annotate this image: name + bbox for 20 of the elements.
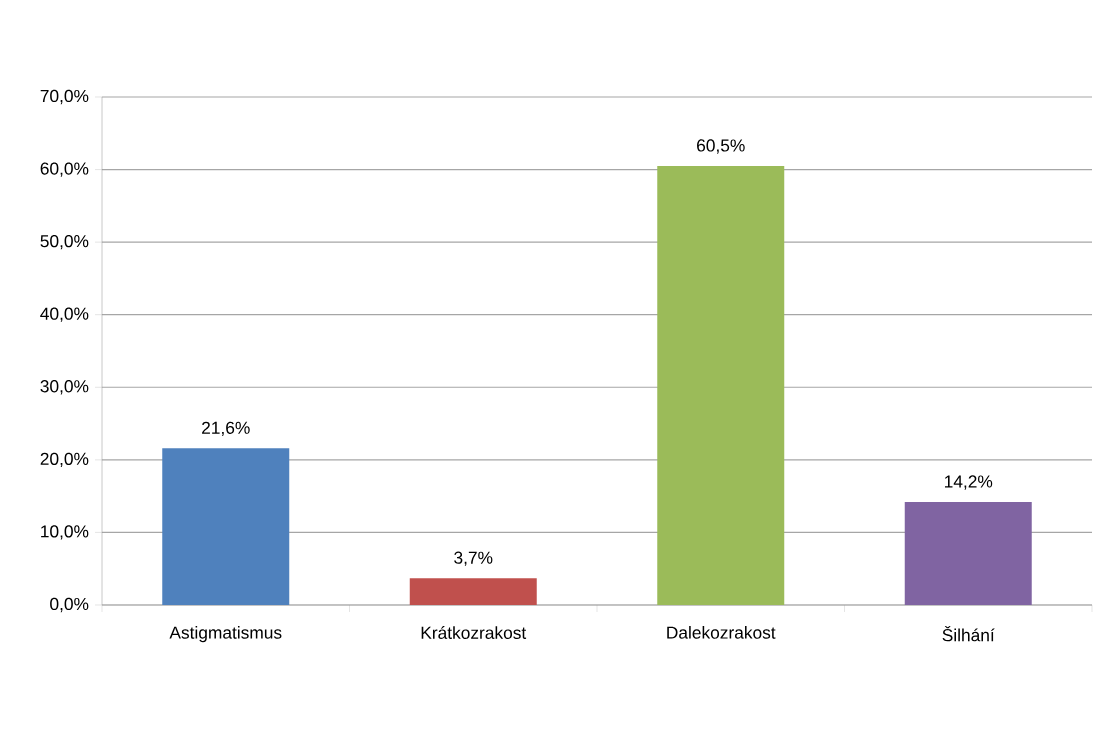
x-tick-label: Krátkozrakost — [421, 626, 527, 639]
y-tick-label: 0,0% — [50, 597, 89, 613]
y-tick-label: 10,0% — [41, 525, 89, 540]
bar — [162, 448, 290, 605]
y-tick-label: 30,0% — [40, 380, 89, 395]
x-tick-label: Šilhání — [942, 626, 995, 642]
y-tick-label: 70,0% — [40, 89, 89, 105]
bar — [904, 501, 1032, 605]
data-label: 14,2% — [944, 475, 993, 490]
y-tick-label: 50,0% — [40, 234, 89, 250]
x-tick-label: Astigmatismus — [169, 626, 282, 643]
y-tick-label: 60,0% — [40, 162, 89, 177]
data-label: 60,5% — [697, 139, 745, 154]
x-tick-label: Dalekozrakost — [667, 626, 776, 639]
y-tick-label: 20,0% — [40, 452, 89, 467]
y-tick-label: 40,0% — [40, 307, 89, 322]
bar — [657, 165, 785, 605]
data-label: 21,6% — [202, 421, 250, 436]
bar — [409, 578, 537, 605]
data-label: 3,7% — [454, 551, 493, 566]
